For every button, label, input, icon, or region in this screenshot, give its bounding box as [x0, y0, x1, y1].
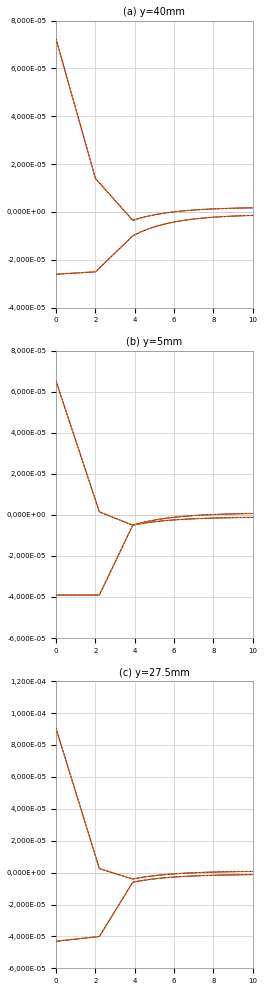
- Title: (c) y=27.5mm: (c) y=27.5mm: [119, 668, 190, 678]
- Title: (b) y=5mm: (b) y=5mm: [126, 337, 182, 347]
- Title: (a) y=40mm: (a) y=40mm: [124, 7, 185, 17]
